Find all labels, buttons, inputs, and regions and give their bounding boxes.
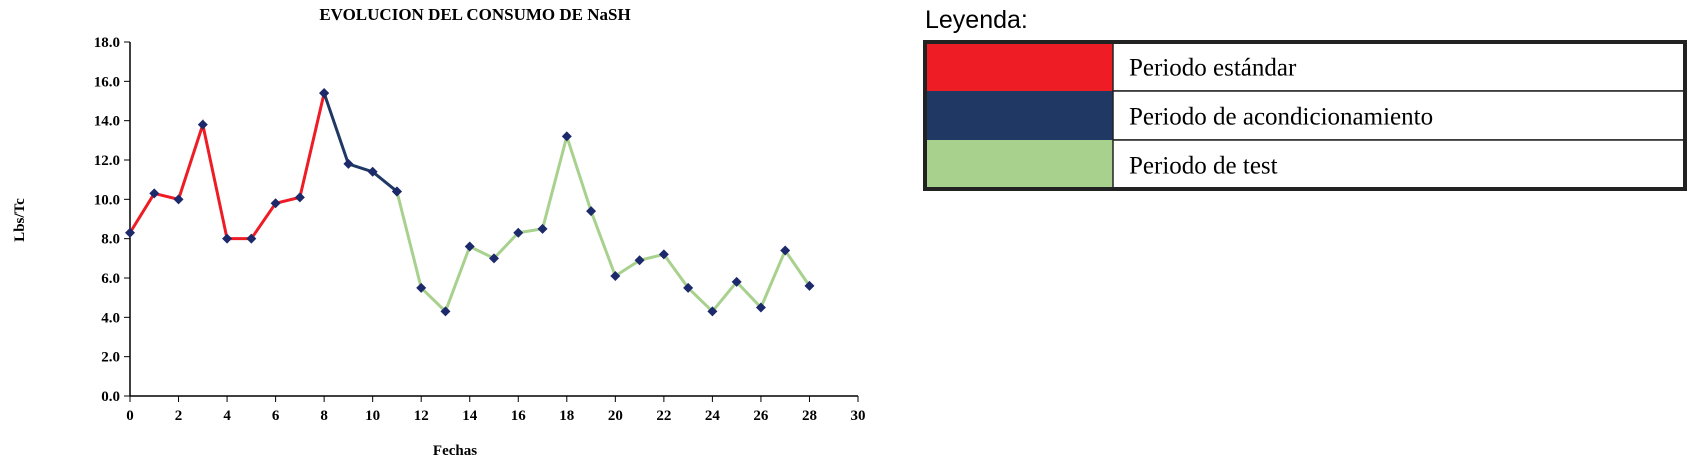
data-point [780, 245, 791, 256]
x-tick-label: 22 [656, 408, 671, 424]
legend-border [923, 40, 1687, 191]
data-point [464, 241, 475, 252]
data-point [513, 227, 524, 238]
y-tick-label: 8.0 [101, 232, 120, 248]
y-tick-label: 2.0 [101, 350, 120, 366]
x-tick-label: 18 [559, 408, 574, 424]
x-tick-label: 20 [608, 408, 623, 424]
x-tick-label: 10 [365, 408, 380, 424]
y-tick-label: 10.0 [94, 192, 120, 208]
y-tick-label: 4.0 [101, 310, 120, 326]
series-line [395, 131, 811, 315]
data-point [537, 223, 548, 234]
data-point [294, 192, 305, 203]
data-point [391, 186, 402, 197]
legend-cell [1112, 139, 1686, 190]
data-point [755, 302, 766, 313]
data-point [634, 255, 645, 266]
data-point [804, 280, 815, 291]
data-point [197, 119, 208, 130]
x-tick-label: 4 [223, 408, 231, 424]
x-tick-label: 8 [320, 408, 328, 424]
data-point [440, 306, 451, 317]
legend-cell [1112, 90, 1686, 141]
chart-title: EVOLUCION DEL CONSUMO DE NaSH [319, 5, 630, 24]
legend-label: Periodo de test [1129, 153, 1278, 180]
data-point [683, 282, 694, 293]
data-point [319, 88, 330, 99]
data-point [367, 166, 378, 177]
x-tick-label: 14 [462, 408, 478, 424]
series-line [322, 92, 398, 193]
series-line [128, 92, 326, 241]
x-tick-label: 30 [851, 408, 866, 424]
data-point [125, 227, 135, 238]
data-point [610, 271, 621, 282]
y-tick-label: 12.0 [94, 153, 120, 169]
data-point [731, 276, 742, 287]
data-point [586, 206, 597, 217]
y-tick-label: 18.0 [94, 35, 120, 51]
legend-label: Periodo de acondicionamiento [1129, 104, 1433, 131]
legend-swatch [925, 42, 1113, 91]
legend-swatch [925, 91, 1113, 140]
data-point [149, 188, 160, 199]
y-tick-label: 16.0 [94, 74, 120, 90]
data-point [416, 282, 427, 293]
data-point [343, 158, 354, 169]
x-tick-label: 24 [705, 408, 721, 424]
data-point [707, 306, 718, 317]
x-tick-label: 2 [175, 408, 183, 424]
data-point [658, 249, 669, 260]
y-tick-label: 0.0 [101, 389, 120, 405]
data-point [222, 233, 233, 244]
x-axis-label: Fechas [433, 443, 477, 459]
x-tick-label: 6 [272, 408, 280, 424]
x-tick-label: 0 [126, 408, 134, 424]
legend-label: Periodo estándar [1129, 55, 1297, 82]
x-tick-label: 16 [511, 408, 527, 424]
x-tick-label: 28 [802, 408, 817, 424]
data-point [173, 194, 184, 205]
data-point [489, 253, 499, 264]
y-tick-label: 6.0 [101, 271, 120, 287]
y-tick-label: 14.0 [94, 114, 120, 130]
y-axis-label: Lbs/Tc [12, 198, 28, 242]
data-point [561, 131, 572, 142]
data-point [246, 233, 257, 244]
x-tick-label: 12 [414, 408, 429, 424]
data-point [270, 198, 281, 209]
legend-swatch [925, 140, 1113, 189]
x-tick-label: 26 [753, 408, 769, 424]
legend-title: Leyenda: [925, 6, 1028, 34]
